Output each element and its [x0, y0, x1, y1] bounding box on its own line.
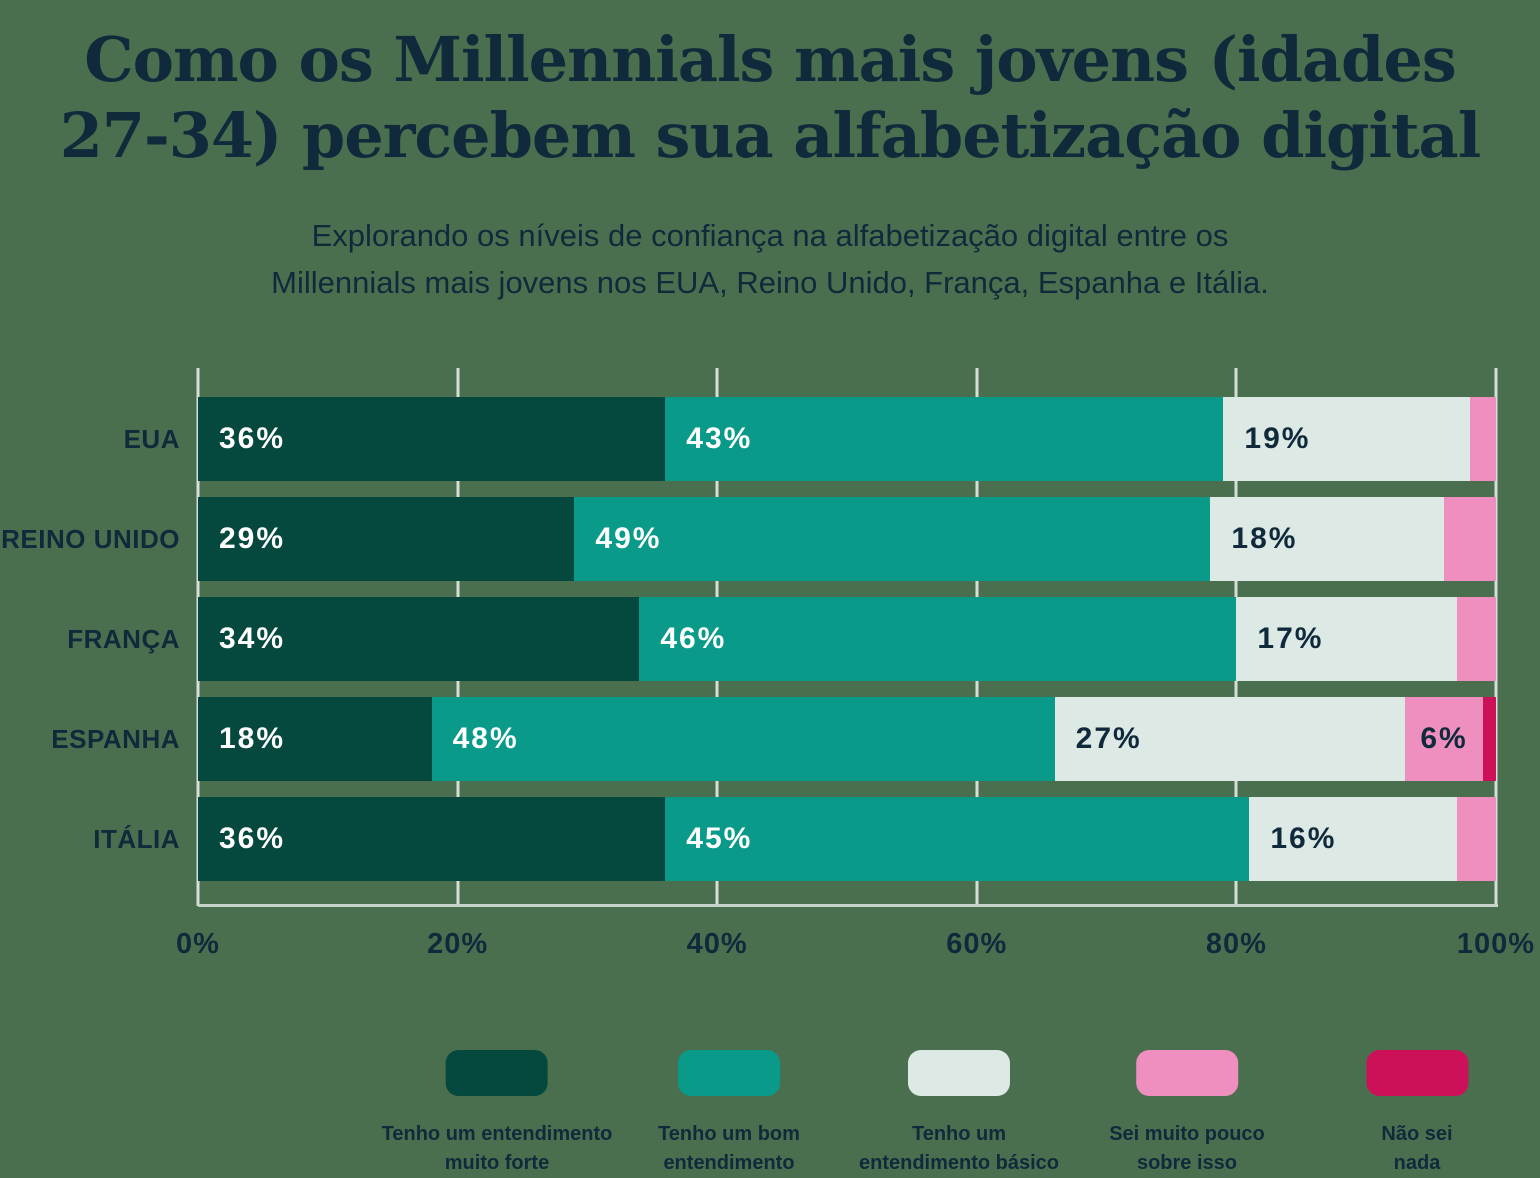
x-tick-label-60%: 60% [946, 928, 1008, 960]
bar-segment-franca-0: 34% [198, 597, 640, 681]
legend-label-sei-muito-pouco-sobre-isso: Sei muito pouco sobre isso [1109, 1123, 1265, 1174]
bar-value-label: 49% [595, 522, 662, 555]
legend-item-tenho-um-bom-entendimento: Tenho um bom entendimento [658, 1050, 800, 1178]
x-tick-label-40%: 40% [686, 928, 748, 960]
bar-segment-italia-1: 45% [665, 797, 1250, 881]
category-label-espanha: ESPANHA [51, 723, 180, 754]
bar-segment-espanha-1: 48% [431, 697, 1055, 781]
chart-subtitle: Explorando os níveis de confiança na alf… [271, 218, 1269, 300]
x-tick-label-80%: 80% [1205, 928, 1267, 960]
bar-value-label: 43% [686, 422, 753, 455]
bar-value-label: 29% [219, 522, 286, 555]
bar-segment-espanha-0: 18% [198, 697, 432, 781]
category-label-eua: EUA [123, 423, 180, 454]
bar-value-label: 34% [219, 622, 286, 655]
legend-label-tenho-um-entendimento-muito-forte: Tenho um entendimento muito forte [381, 1123, 613, 1174]
bar-row-italia: ITÁLIA 36% 45% 16% [93, 797, 1496, 881]
legend-swatch-nao-sei-nada-sobre-isso [1366, 1050, 1468, 1096]
category-label-reino-unido: REINO UNIDO [1, 523, 180, 554]
bar-value-label: 19% [1244, 422, 1311, 455]
bar-segment-espanha-3: 6% [1405, 697, 1483, 781]
bar-segment-eua-1: 43% [665, 397, 1224, 481]
legend-item-tenho-um-entendimento-basico: Tenho um entendimento básico [859, 1050, 1059, 1178]
x-tick-label-20%: 20% [427, 928, 489, 960]
bar-row-eua: EUA 36% 43% 19% [124, 397, 1496, 481]
bar-segment-italia-3 [1457, 797, 1496, 881]
legend-swatch-sei-muito-pouco-sobre-isso [1136, 1050, 1238, 1096]
bar-segment-eua-0: 36% [198, 397, 666, 481]
bar-segment-reino-unido-2: 18% [1210, 497, 1445, 581]
bar-segment-reino-unido-3 [1444, 497, 1496, 581]
bar-value-label: 6% [1420, 722, 1468, 755]
legend-item-sei-muito-pouco-sobre-isso: Sei muito pouco sobre isso [1109, 1050, 1265, 1178]
chart-legend: Tenho um entendimento muito forte Tenho u… [0, 1050, 1540, 1178]
bar-segment-franca-3 [1457, 597, 1496, 681]
legend-item-nao-sei-nada-sobre-isso: Não sei nada sobre isso [1356, 1050, 1479, 1178]
chart-title: Como os Millennials mais jovens (idades … [59, 23, 1482, 172]
legend-swatch-tenho-um-bom-entendimento [678, 1050, 780, 1096]
bar-segment-franca-1: 46% [639, 597, 1237, 681]
x-tick-label-0%: 0% [176, 928, 220, 960]
bar-segment-italia-2: 16% [1249, 797, 1458, 881]
bar-value-label: 16% [1270, 822, 1337, 855]
legend-label-tenho-um-entendimento-basico: Tenho um entendimento básico [858, 1123, 1060, 1174]
bar-segment-eua-3 [1470, 397, 1496, 481]
bar-segment-espanha-2: 27% [1054, 697, 1406, 781]
category-label-franca: FRANÇA [67, 623, 180, 654]
bar-segment-reino-unido-1: 49% [574, 497, 1211, 581]
legend-swatch-tenho-um-entendimento-muito-forte [445, 1050, 548, 1096]
bar-value-label: 45% [686, 822, 753, 855]
bar-value-label: 48% [452, 722, 519, 755]
bar-value-label: 46% [660, 622, 727, 655]
plot-area: EUA 36% 43% 19% REINO UNIDO 29% 49% 18% FRANÇA 34… [1, 368, 1534, 960]
bar-value-label: 18% [1231, 522, 1298, 555]
bar-value-label: 18% [219, 722, 286, 755]
bar-segment-franca-2: 17% [1236, 597, 1458, 681]
bar-value-label: 27% [1075, 722, 1142, 755]
legend-swatch-tenho-um-entendimento-basico [908, 1050, 1010, 1096]
bar-row-franca: FRANÇA 34% 46% 17% [67, 597, 1496, 681]
legend-item-tenho-um-entendimento-muito-forte: Tenho um entendimento muito forte [381, 1050, 613, 1178]
bar-segment-espanha-4 [1482, 697, 1496, 781]
x-axis-line [198, 904, 1498, 907]
category-label-italia: ITÁLIA [93, 823, 180, 854]
bar-row-espanha: ESPANHA 18% 48% 27% 6% [51, 697, 1496, 781]
bar-value-label: 17% [1257, 622, 1324, 655]
bar-segment-italia-0: 36% [198, 797, 666, 881]
bar-value-label: 36% [219, 822, 286, 855]
legend-label-tenho-um-bom-entendimento: Tenho um bom entendimento [658, 1123, 800, 1174]
gridline-100% [1494, 368, 1498, 906]
bar-value-label: 36% [219, 422, 286, 455]
bar-segment-reino-unido-0: 29% [198, 497, 575, 581]
x-tick-label-100%: 100% [1456, 928, 1536, 960]
legend-label-nao-sei-nada-sobre-isso: Não sei nada sobre isso [1381, 1123, 1453, 1174]
bar-segment-eua-2: 19% [1223, 397, 1470, 481]
bar-row-reino-unido: REINO UNIDO 29% 49% 18% [1, 497, 1496, 581]
